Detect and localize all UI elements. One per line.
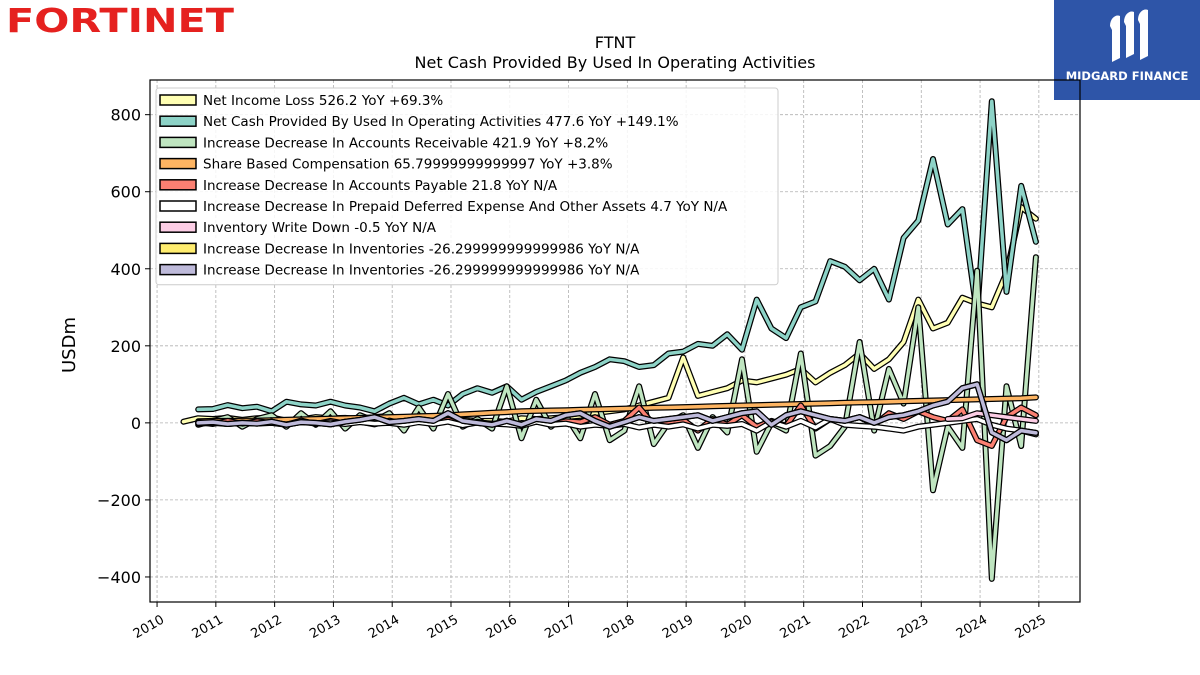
- x-tick-label: 2018: [601, 612, 637, 642]
- legend-swatch: [159, 263, 197, 276]
- x-tick-label: 2016: [484, 612, 520, 642]
- legend: Net Income Loss 526.2 YoY +69.3% Net Cash…: [155, 87, 779, 286]
- legend-swatch: [159, 115, 197, 127]
- legend-swatch: [159, 221, 197, 233]
- legend-entry: Increase Decrease In Inventories -26.299…: [203, 263, 640, 279]
- x-tick-label: 2011: [190, 612, 226, 642]
- y-tick-label: 800: [110, 106, 141, 125]
- x-tick-label: 2022: [836, 612, 872, 642]
- x-tick-label: 2023: [895, 612, 931, 642]
- legend-swatch: [159, 136, 197, 149]
- legend-entry: Net Cash Provided By Used In Operating A…: [203, 114, 679, 130]
- x-tick-label: 2014: [366, 612, 402, 642]
- series-line: [196, 395, 1038, 424]
- legend-entry: Inventory Write Down -0.5 YoY N/A: [203, 220, 437, 236]
- y-axis: −400 −200 0 200 400 600 800: [97, 106, 150, 587]
- y-tick-label: −400: [97, 568, 141, 587]
- x-tick-label: 2021: [778, 612, 814, 642]
- x-tick-label: 2015: [425, 612, 461, 642]
- legend-swatch: [159, 157, 197, 170]
- y-tick-label: 0: [131, 414, 141, 433]
- x-tick-label: 2017: [542, 612, 578, 642]
- midgard-logo-icon: [1110, 9, 1148, 62]
- fortinet-logo-text: FORTINET: [6, 2, 235, 38]
- x-tick-label: 2024: [954, 612, 990, 642]
- series-lines: [180, 98, 1039, 582]
- y-tick-label: 400: [110, 260, 141, 279]
- y-tick-label: 200: [110, 337, 141, 356]
- x-tick-label: 2019: [660, 612, 696, 642]
- series-line: [945, 411, 1038, 423]
- series-line: [196, 99, 1038, 414]
- x-axis: 2010 2011 2012 2013 2014 2015 2016 2017 2018 2019…: [131, 602, 1049, 642]
- legend-entry: Increase Decrease In Inventories -26.299…: [203, 241, 640, 257]
- legend-entry: Increase Decrease In Accounts Receivable…: [203, 135, 608, 151]
- x-tick-label: 2012: [248, 612, 284, 642]
- x-tick-label: 2025: [1013, 612, 1049, 642]
- y-tick-label: 600: [110, 183, 141, 202]
- legend-box: [155, 87, 779, 286]
- series-line: [196, 382, 1038, 442]
- legend-entry: Share Based Compensation 65.799999999999…: [203, 157, 613, 173]
- legend-entry: Net Income Loss 526.2 YoY +69.3%: [203, 93, 443, 109]
- chart-title: FTNT: [595, 33, 636, 52]
- x-tick-label: 2020: [719, 612, 755, 642]
- y-axis-label: USDm: [59, 317, 80, 373]
- plot-area-frame: [149, 79, 1081, 603]
- chart-subtitle: Net Cash Provided By Used In Operating A…: [415, 53, 816, 72]
- x-tick-label: 2013: [307, 612, 343, 642]
- legend-entry: Increase Decrease In Prepaid Deferred Ex…: [203, 199, 728, 215]
- legend-swatch: [159, 179, 197, 191]
- legend-swatch: [159, 200, 197, 212]
- midgard-finance-logo: MIDGARD FINANCE: [1054, 0, 1200, 100]
- midgard-logo-text: MIDGARD FINANCE: [1065, 69, 1189, 83]
- y-tick-label: −200: [97, 491, 141, 510]
- legend-swatch: [159, 94, 197, 106]
- x-tick-label: 2010: [131, 612, 167, 642]
- legend-entry: Increase Decrease In Accounts Payable 21…: [203, 178, 558, 194]
- legend-swatch: [159, 242, 197, 255]
- fortinet-logo: FORTINET: [6, 2, 235, 38]
